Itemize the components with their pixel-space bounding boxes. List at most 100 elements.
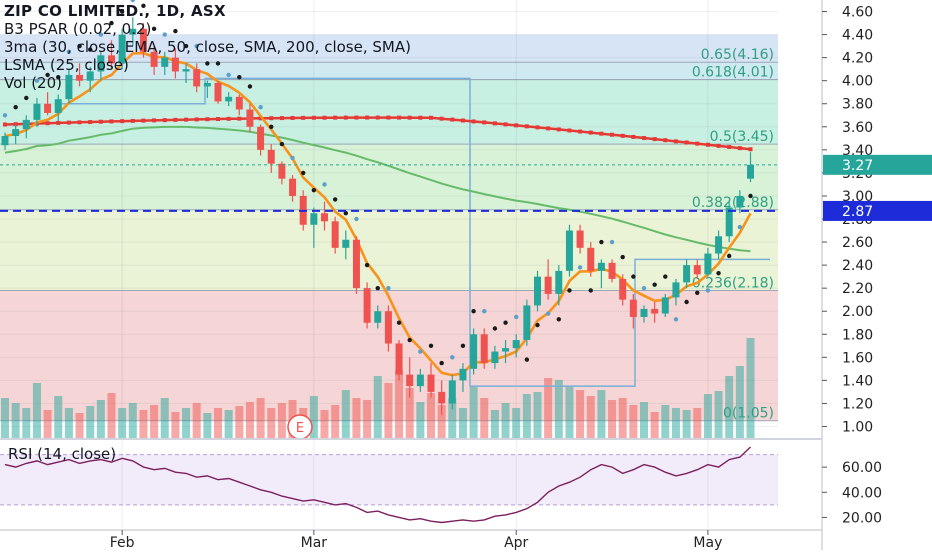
volume-bar (192, 403, 201, 438)
ma3-legend[interactable]: 3ma (30, close, EMA, 50, close, SMA, 200… (4, 38, 411, 56)
psar-dot (343, 211, 348, 216)
candle[interactable] (129, 28, 137, 35)
candle[interactable] (289, 178, 297, 196)
candle[interactable] (597, 262, 605, 271)
candle[interactable] (225, 96, 233, 102)
psar-dot (24, 95, 29, 101)
candle[interactable] (544, 276, 552, 294)
candle[interactable] (214, 82, 222, 102)
candle[interactable] (331, 221, 339, 248)
candle[interactable] (715, 236, 723, 254)
candle[interactable] (118, 34, 126, 64)
sma200-marker (546, 126, 551, 131)
candle[interactable] (108, 55, 115, 64)
candle[interactable] (310, 213, 318, 225)
candle[interactable] (193, 69, 201, 87)
candle[interactable] (523, 305, 531, 341)
rsi-legend[interactable]: RSI (14, close) (8, 445, 117, 463)
candle[interactable] (661, 297, 669, 314)
psar-dot (151, 26, 157, 32)
candle[interactable] (54, 99, 62, 113)
candle[interactable] (587, 247, 595, 271)
candle[interactable] (86, 71, 94, 81)
sma200-marker (705, 142, 710, 147)
candle[interactable] (342, 239, 350, 248)
candle[interactable] (384, 311, 392, 344)
candle[interactable] (651, 308, 659, 314)
candle[interactable] (470, 334, 478, 369)
candle[interactable] (352, 239, 360, 289)
candle[interactable] (203, 82, 211, 87)
candle[interactable] (235, 96, 243, 110)
candle[interactable] (182, 69, 190, 72)
candle[interactable] (555, 270, 563, 294)
candle[interactable] (22, 119, 30, 130)
candle[interactable] (374, 311, 382, 323)
level-price-tag[interactable] (823, 200, 932, 221)
candle[interactable] (491, 351, 499, 364)
candle[interactable] (65, 74, 73, 100)
candle[interactable] (576, 230, 584, 248)
candle[interactable] (44, 103, 52, 113)
candle[interactable] (76, 74, 84, 81)
candle[interactable] (438, 391, 446, 404)
candle[interactable] (257, 126, 265, 150)
candle[interactable] (171, 57, 179, 72)
time-tick-label: Apr (504, 535, 528, 550)
volume-legend[interactable]: Vol (20) (4, 74, 63, 92)
candle[interactable] (629, 299, 637, 317)
candle[interactable] (278, 163, 286, 179)
psar-dot (119, 9, 125, 14)
candle[interactable] (139, 28, 147, 52)
volume-bar (267, 408, 276, 438)
sma200-marker (695, 141, 700, 146)
candle[interactable] (480, 334, 488, 364)
candle[interactable] (448, 380, 456, 404)
candle[interactable] (427, 374, 435, 392)
candle[interactable] (12, 129, 20, 137)
candle[interactable] (565, 230, 573, 271)
symbol-title[interactable]: ZIP CO LIMITED., 1D, ASX (4, 2, 226, 20)
candle[interactable] (672, 282, 680, 298)
volume-bar (224, 410, 233, 438)
candle[interactable] (161, 57, 169, 67)
candle[interactable] (683, 265, 691, 283)
candle[interactable] (704, 253, 712, 275)
volume-bar (416, 402, 425, 438)
candle[interactable] (502, 348, 510, 352)
price-tick-label: 1.20 (842, 396, 873, 412)
candle[interactable] (1, 136, 9, 146)
candle[interactable] (97, 55, 105, 72)
candle[interactable] (747, 164, 754, 179)
psar-dot (162, 32, 167, 37)
candle[interactable] (246, 109, 254, 127)
candle[interactable] (459, 368, 467, 381)
candle[interactable] (267, 149, 275, 164)
psar-legend[interactable]: B3 PSAR (0.02, 0.2) (4, 20, 152, 38)
candle[interactable] (406, 374, 414, 387)
candle[interactable] (33, 103, 41, 120)
sma200-marker (98, 119, 103, 124)
psar-dot (141, 3, 146, 8)
candle[interactable] (608, 262, 616, 279)
lsma-legend[interactable]: LSMA (25, close) (4, 56, 129, 74)
candle[interactable] (736, 195, 744, 208)
candle[interactable] (725, 207, 733, 237)
price-tick-label: 1.00 (842, 419, 873, 435)
candle[interactable] (640, 308, 648, 317)
candle[interactable] (321, 213, 328, 222)
sma200-marker (514, 123, 519, 128)
candle[interactable] (693, 265, 701, 275)
psar-dot (695, 290, 700, 295)
candle[interactable] (416, 374, 424, 387)
current-price-tag[interactable] (823, 154, 932, 175)
candle[interactable] (150, 51, 158, 67)
candle[interactable] (363, 288, 371, 323)
candle[interactable] (534, 276, 541, 306)
candle[interactable] (395, 343, 403, 375)
candle[interactable] (619, 278, 627, 300)
candle[interactable] (512, 340, 520, 349)
volume-bar (395, 370, 404, 438)
